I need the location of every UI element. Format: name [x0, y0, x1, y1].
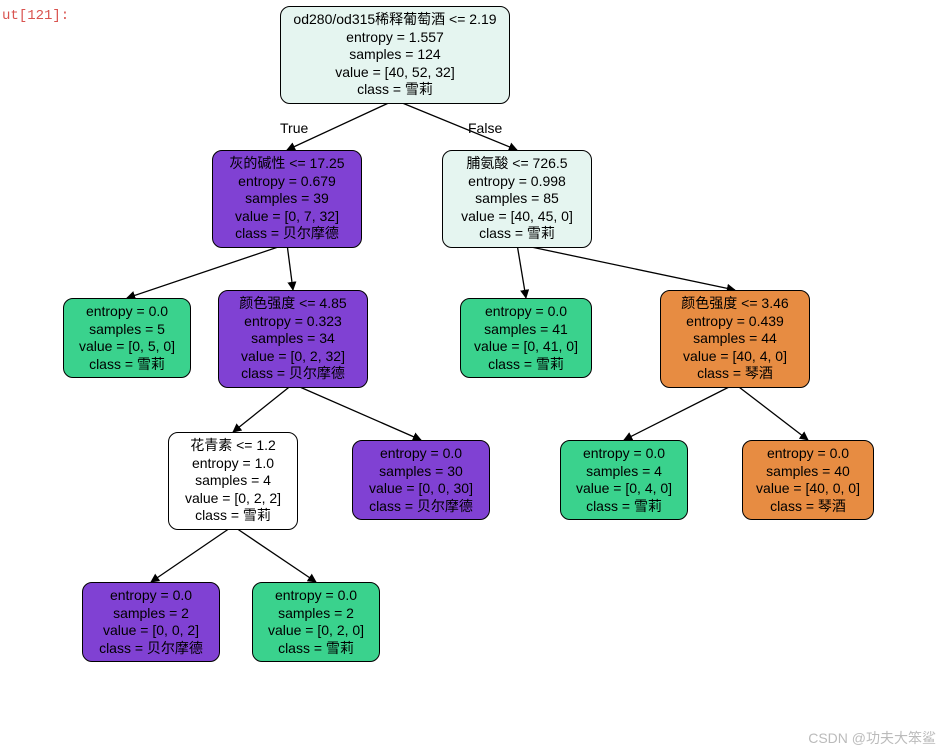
node-text-line: samples = 5 [72, 321, 182, 339]
node-text-line: value = [0, 2, 0] [261, 622, 371, 640]
tree-edge [517, 244, 735, 290]
tree-edge [293, 384, 421, 440]
tree-node-n3: entropy = 0.0samples = 5value = [0, 5, 0… [63, 298, 191, 378]
node-text-line: value = [0, 2, 2] [177, 490, 289, 508]
node-text-line: entropy = 0.998 [451, 173, 583, 191]
node-text-line: 脯氨酸 <= 726.5 [451, 155, 583, 173]
output-cell-label: ut[121]: [2, 8, 69, 24]
node-text-line: entropy = 0.323 [227, 313, 359, 331]
tree-node-n1: 灰的碱性 <= 17.25entropy = 0.679samples = 39… [212, 150, 362, 248]
node-text-line: class = 雪莉 [569, 498, 679, 516]
tree-edge [233, 384, 293, 432]
node-text-line: entropy = 1.0 [177, 455, 289, 473]
node-text-line: samples = 41 [469, 321, 583, 339]
edge-label-false: False [468, 120, 502, 136]
tree-node-n12: entropy = 0.0samples = 2value = [0, 2, 0… [252, 582, 380, 662]
node-text-line: class = 雪莉 [469, 356, 583, 374]
node-text-line: samples = 30 [361, 463, 481, 481]
node-text-line: class = 雪莉 [289, 81, 501, 99]
node-text-line: entropy = 0.0 [91, 587, 211, 605]
node-text-line: samples = 34 [227, 330, 359, 348]
node-text-line: entropy = 0.0 [569, 445, 679, 463]
node-text-line: class = 贝尔摩德 [221, 225, 353, 243]
node-text-line: class = 雪莉 [451, 225, 583, 243]
node-text-line: value = [0, 2, 32] [227, 348, 359, 366]
node-text-line: samples = 44 [669, 330, 801, 348]
node-text-line: value = [0, 0, 2] [91, 622, 211, 640]
edge-label-true: True [280, 120, 308, 136]
node-text-line: class = 雪莉 [177, 507, 289, 525]
node-text-line: class = 雪莉 [261, 640, 371, 658]
node-text-line: 颜色强度 <= 4.85 [227, 295, 359, 313]
node-text-line: value = [0, 4, 0] [569, 480, 679, 498]
tree-node-n4: 颜色强度 <= 4.85entropy = 0.323samples = 34v… [218, 290, 368, 388]
tree-node-n5: entropy = 0.0samples = 41value = [0, 41,… [460, 298, 592, 378]
tree-edge [151, 526, 233, 582]
node-text-line: entropy = 0.0 [361, 445, 481, 463]
node-text-line: 花青素 <= 1.2 [177, 437, 289, 455]
node-text-line: class = 贝尔摩德 [91, 640, 211, 658]
node-text-line: value = [40, 0, 0] [751, 480, 865, 498]
node-text-line: samples = 2 [261, 605, 371, 623]
node-text-line: value = [0, 7, 32] [221, 208, 353, 226]
node-text-line: entropy = 0.679 [221, 173, 353, 191]
node-text-line: value = [0, 5, 0] [72, 338, 182, 356]
tree-edge [624, 384, 735, 440]
tree-node-n7: 花青素 <= 1.2entropy = 1.0samples = 4value … [168, 432, 298, 530]
node-text-line: entropy = 1.557 [289, 29, 501, 47]
tree-edge [517, 244, 526, 298]
node-text-line: class = 琴酒 [751, 498, 865, 516]
watermark-text: CSDN @功夫大笨鲨 [808, 728, 936, 748]
node-text-line: value = [0, 0, 30] [361, 480, 481, 498]
tree-node-n8: entropy = 0.0samples = 30value = [0, 0, … [352, 440, 490, 520]
node-text-line: value = [40, 4, 0] [669, 348, 801, 366]
node-text-line: class = 雪莉 [72, 356, 182, 374]
node-text-line: entropy = 0.439 [669, 313, 801, 331]
node-text-line: value = [40, 52, 32] [289, 64, 501, 82]
node-text-line: samples = 40 [751, 463, 865, 481]
node-text-line: 颜色强度 <= 3.46 [669, 295, 801, 313]
node-text-line: value = [0, 41, 0] [469, 338, 583, 356]
node-text-line: samples = 39 [221, 190, 353, 208]
node-text-line: class = 琴酒 [669, 365, 801, 383]
node-text-line: samples = 4 [177, 472, 289, 490]
tree-node-n11: entropy = 0.0samples = 2value = [0, 0, 2… [82, 582, 220, 662]
node-text-line: entropy = 0.0 [751, 445, 865, 463]
tree-node-n10: entropy = 0.0samples = 40value = [40, 0,… [742, 440, 874, 520]
node-text-line: class = 贝尔摩德 [227, 365, 359, 383]
node-text-line: samples = 2 [91, 605, 211, 623]
node-text-line: samples = 4 [569, 463, 679, 481]
tree-node-n9: entropy = 0.0samples = 4value = [0, 4, 0… [560, 440, 688, 520]
node-text-line: value = [40, 45, 0] [451, 208, 583, 226]
node-text-line: od280/od315稀释葡萄酒 <= 2.19 [289, 11, 501, 29]
tree-node-n6: 颜色强度 <= 3.46entropy = 0.439samples = 44v… [660, 290, 810, 388]
node-text-line: entropy = 0.0 [469, 303, 583, 321]
tree-edge [287, 244, 293, 290]
tree-edge [233, 526, 316, 582]
node-text-line: class = 贝尔摩德 [361, 498, 481, 516]
node-text-line: entropy = 0.0 [72, 303, 182, 321]
tree-canvas: ut[121]: od280/od315稀释葡萄酒 <= 2.19entropy… [0, 0, 946, 754]
tree-edge [735, 384, 808, 440]
tree-node-n2: 脯氨酸 <= 726.5entropy = 0.998samples = 85v… [442, 150, 592, 248]
node-text-line: samples = 85 [451, 190, 583, 208]
node-text-line: entropy = 0.0 [261, 587, 371, 605]
tree-node-root: od280/od315稀释葡萄酒 <= 2.19entropy = 1.557s… [280, 6, 510, 104]
node-text-line: 灰的碱性 <= 17.25 [221, 155, 353, 173]
node-text-line: samples = 124 [289, 46, 501, 64]
